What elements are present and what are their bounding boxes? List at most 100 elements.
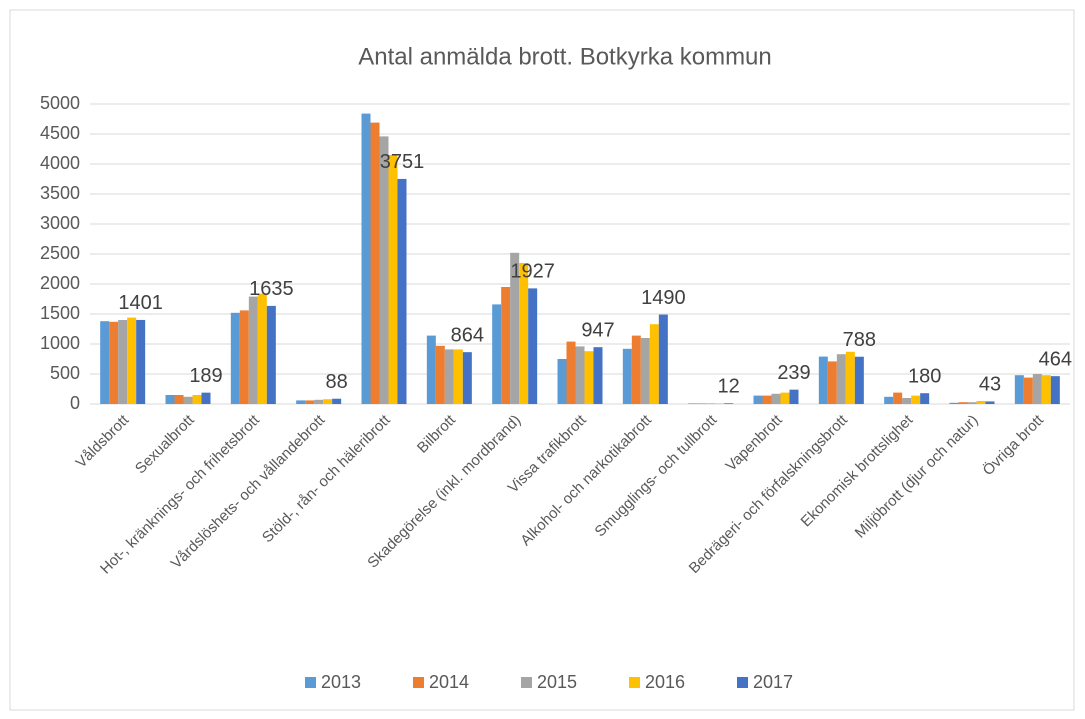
data-label: 947 <box>581 319 614 341</box>
bar <box>911 395 921 404</box>
bar <box>715 403 725 404</box>
data-label: 1490 <box>641 287 686 309</box>
bar <box>771 393 781 404</box>
legend-swatch <box>413 677 424 688</box>
y-tick-label: 500 <box>50 363 80 383</box>
legend-label: 2016 <box>645 672 685 692</box>
bar <box>1050 376 1060 404</box>
bar <box>453 349 463 404</box>
bar <box>314 399 324 404</box>
chart-title: Antal anmälda brott. Botkyrka kommun <box>358 43 772 70</box>
bar <box>854 356 864 404</box>
bar <box>1014 375 1024 404</box>
legend-label: 2015 <box>537 672 577 692</box>
legend-swatch <box>305 677 316 688</box>
y-tick-label: 1000 <box>40 333 80 353</box>
data-label: 464 <box>1039 348 1072 370</box>
legend-label: 2013 <box>321 672 361 692</box>
bar <box>305 400 315 404</box>
legend-label: 2017 <box>753 672 793 692</box>
bar <box>949 402 959 404</box>
bar <box>976 401 986 404</box>
bar <box>183 396 193 404</box>
bar <box>501 287 511 404</box>
bar <box>1041 375 1051 404</box>
bar <box>967 402 977 404</box>
y-tick-label: 0 <box>70 393 80 413</box>
bar <box>753 395 763 404</box>
bar <box>593 347 603 404</box>
bar <box>706 403 716 404</box>
bar <box>165 395 175 404</box>
data-label: 239 <box>777 362 810 384</box>
bar <box>444 349 454 404</box>
bar <box>201 392 211 404</box>
data-label: 180 <box>908 365 941 387</box>
bar <box>658 314 668 404</box>
legend-swatch <box>629 677 640 688</box>
bar <box>649 324 659 404</box>
data-label: 43 <box>979 374 1001 396</box>
bar <box>920 393 930 404</box>
data-label: 864 <box>451 324 484 346</box>
data-label: 788 <box>843 329 876 351</box>
bar <box>109 321 119 404</box>
bar <box>958 402 968 404</box>
bar <box>557 359 567 404</box>
data-label: 1635 <box>249 278 294 300</box>
bar <box>622 348 632 404</box>
bar <box>397 178 407 404</box>
bar <box>257 293 267 404</box>
bar <box>902 398 912 404</box>
bar <box>1023 377 1033 404</box>
bar <box>780 392 790 404</box>
bar <box>174 395 184 404</box>
bar <box>239 310 249 404</box>
bar <box>426 335 436 404</box>
data-label: 189 <box>189 365 222 387</box>
data-label: 12 <box>718 376 740 398</box>
bar <box>893 392 903 404</box>
bar <box>100 321 110 404</box>
legend-label: 2014 <box>429 672 469 692</box>
bar <box>762 395 772 404</box>
y-tick-label: 1500 <box>40 303 80 323</box>
y-tick-label: 3000 <box>40 213 80 233</box>
bar <box>688 403 698 404</box>
y-tick-label: 4000 <box>40 153 80 173</box>
bar <box>192 395 202 404</box>
bar <box>575 346 585 404</box>
bar <box>230 312 240 404</box>
bar <box>818 356 828 404</box>
bar <box>528 288 538 404</box>
bar <box>492 304 502 404</box>
bar <box>136 319 146 404</box>
bar <box>379 136 389 404</box>
bar <box>724 403 734 404</box>
bar <box>118 320 128 404</box>
bar <box>845 351 855 404</box>
bar <box>631 335 641 404</box>
bar <box>519 263 529 404</box>
bar <box>248 296 258 404</box>
bar <box>127 317 137 404</box>
y-tick-label: 4500 <box>40 123 80 143</box>
bar <box>697 403 707 404</box>
bar <box>296 400 306 404</box>
bar <box>985 401 995 404</box>
bar <box>789 389 799 404</box>
legend-swatch <box>521 677 532 688</box>
data-label: 88 <box>326 371 348 393</box>
bar <box>836 354 846 404</box>
bar <box>332 398 342 404</box>
bar <box>323 399 333 404</box>
bar <box>462 352 472 404</box>
bar <box>640 338 650 404</box>
y-tick-label: 3500 <box>40 183 80 203</box>
bar <box>370 122 380 404</box>
bar <box>584 351 594 404</box>
bar <box>1032 374 1042 404</box>
bar <box>388 155 398 404</box>
bar <box>435 345 445 404</box>
bar <box>827 361 837 404</box>
